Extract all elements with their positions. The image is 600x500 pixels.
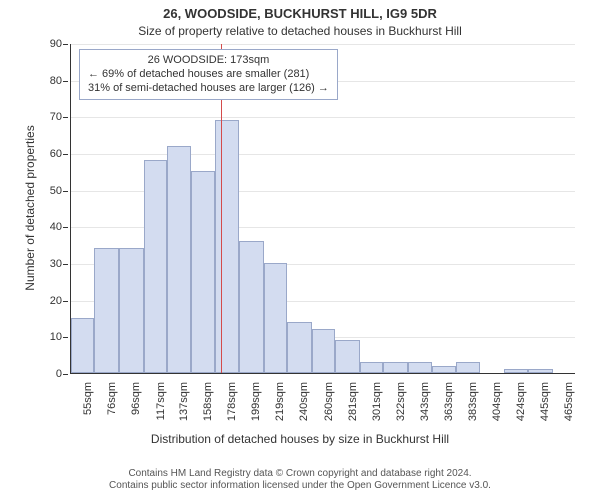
annotation-line: 26 WOODSIDE: 173sqm (88, 54, 329, 68)
y-axis-label: Number of detached properties (23, 58, 37, 358)
y-tick: 80 (36, 75, 62, 87)
x-tick: 343sqm (419, 382, 431, 430)
histogram-bar (264, 263, 287, 373)
histogram-bar (504, 369, 527, 373)
gridline (71, 44, 575, 45)
histogram-bar (287, 322, 312, 373)
chart-subtitle: Size of property relative to detached ho… (0, 24, 600, 38)
y-tick: 70 (36, 111, 62, 123)
x-tick: 301sqm (371, 382, 383, 430)
x-tick: 55sqm (82, 382, 94, 430)
histogram-bar (239, 241, 264, 373)
histogram-bar (456, 362, 479, 373)
annotation-line: 31% of semi-detached houses are larger (… (88, 82, 329, 96)
histogram-bar (167, 146, 190, 373)
x-tick: 383sqm (467, 382, 479, 430)
x-tick: 260sqm (323, 382, 335, 430)
footer: Contains HM Land Registry data © Crown c… (0, 468, 600, 492)
x-tick: 117sqm (155, 382, 167, 430)
x-axis-label: Distribution of detached houses by size … (0, 432, 600, 446)
y-tick: 40 (36, 221, 62, 233)
x-tick: 445sqm (539, 382, 551, 430)
histogram-bar (191, 171, 216, 373)
x-tick: 363sqm (443, 382, 455, 430)
x-tick: 199sqm (250, 382, 262, 430)
histogram-bar (360, 362, 383, 373)
x-tick: 96sqm (130, 382, 142, 430)
x-tick: 281sqm (347, 382, 359, 430)
histogram-bar (528, 369, 553, 373)
x-tick: 322sqm (395, 382, 407, 430)
y-tick: 50 (36, 185, 62, 197)
histogram-bar (215, 120, 238, 373)
histogram-bar (312, 329, 335, 373)
histogram-bar (432, 366, 457, 373)
x-tick: 465sqm (563, 382, 575, 430)
y-tick: 10 (36, 331, 62, 343)
histogram-bar (71, 318, 94, 373)
y-tick: 60 (36, 148, 62, 160)
histogram-bar (94, 248, 119, 373)
x-tick: 137sqm (178, 382, 190, 430)
gridline (71, 154, 575, 155)
footer-line-2: Contains public sector information licen… (0, 480, 600, 492)
y-tick: 30 (36, 258, 62, 270)
annotation-box: 26 WOODSIDE: 173sqm← 69% of detached hou… (79, 49, 338, 100)
histogram-bar (335, 340, 360, 373)
histogram-bar (144, 160, 167, 373)
footer-line-1: Contains HM Land Registry data © Crown c… (0, 468, 600, 480)
histogram-bar (408, 362, 431, 373)
annotation-line: ← 69% of detached houses are smaller (28… (88, 68, 329, 82)
histogram-bar (119, 248, 144, 373)
gridline (71, 117, 575, 118)
x-tick: 424sqm (515, 382, 527, 430)
x-tick: 158sqm (202, 382, 214, 430)
y-tick: 90 (36, 38, 62, 50)
x-tick: 404sqm (491, 382, 503, 430)
chart-title: 26, WOODSIDE, BUCKHURST HILL, IG9 5DR (0, 6, 600, 21)
x-tick: 76sqm (106, 382, 118, 430)
x-tick: 178sqm (226, 382, 238, 430)
histogram-bar (383, 362, 408, 373)
y-tick: 0 (36, 368, 62, 380)
y-tick: 20 (36, 295, 62, 307)
x-tick: 219sqm (274, 382, 286, 430)
x-tick: 240sqm (298, 382, 310, 430)
